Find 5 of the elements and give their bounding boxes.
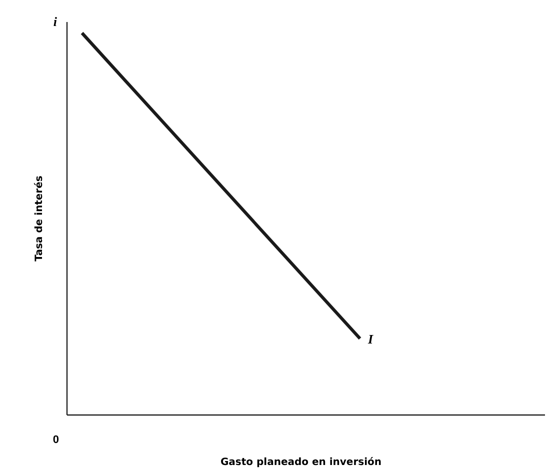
annotation: I (367, 332, 374, 347)
text: 0 (52, 434, 59, 446)
x-axis-title: Gasto planeado en inversión (220, 457, 382, 468)
text: i (53, 14, 58, 29)
y-axis-title: Tasa de interés (34, 176, 45, 262)
